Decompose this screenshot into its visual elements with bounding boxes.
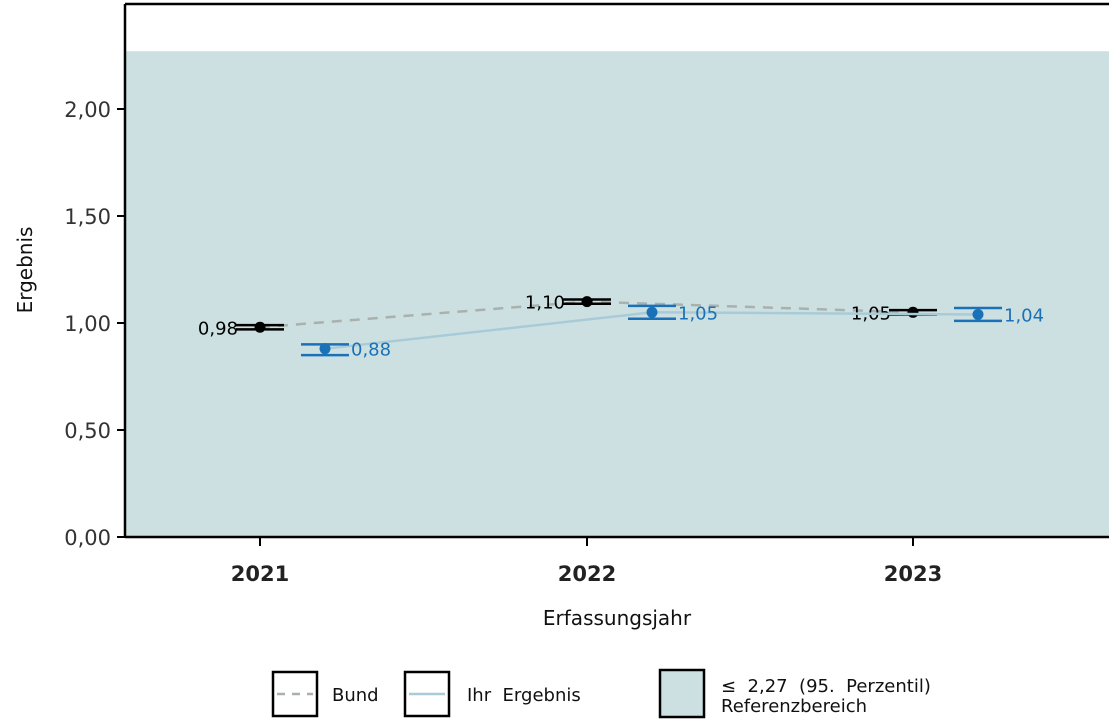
data-point <box>972 308 984 320</box>
series-layer: 0,98 1,10 1,050,88 1,05 1,04 <box>198 293 1044 361</box>
data-label: 0,88 <box>351 340 391 361</box>
y-tick-label: 0,50 <box>64 419 111 443</box>
x-tick-label: 2023 <box>884 562 942 586</box>
y-axis-ticks: 0,00 0,50 1,00 1,50 2,00 <box>64 98 125 550</box>
legend-label-ihr-ergebnis: Ihr Ergebnis <box>467 685 581 706</box>
data-point <box>319 343 331 355</box>
x-axis-title: Erfassungsjahr <box>543 606 692 630</box>
x-tick-label: 2022 <box>558 562 616 586</box>
y-tick-label: 0,00 <box>64 526 111 550</box>
legend: Bund Ihr Ergebnis ≤ 2,27 (95. Perzentil)… <box>271 668 931 719</box>
data-label: 1,04 <box>1004 305 1044 326</box>
legend-key-referenzbereich <box>658 668 706 719</box>
reference-band <box>125 51 1109 537</box>
series-bund: 0,98 1,10 1,05 <box>198 293 937 339</box>
legend-label-referenz-line2: Referenzbereich <box>721 696 867 717</box>
y-tick-label: 2,00 <box>64 98 111 122</box>
data-point <box>581 296 593 308</box>
legend-label-referenz-line1: ≤ 2,27 (95. Perzentil) <box>721 676 931 697</box>
x-axis-ticks: 2021 2022 2023 <box>231 537 942 586</box>
data-label: 1,05 <box>678 303 718 324</box>
data-point <box>254 321 266 333</box>
legend-label-bund: Bund <box>332 685 379 706</box>
data-point <box>646 306 658 318</box>
y-tick-label: 1,00 <box>64 312 111 336</box>
data-label: 1,10 <box>525 293 565 314</box>
data-point <box>907 306 919 318</box>
y-tick-label: 1,50 <box>64 205 111 229</box>
series-ihr-ergebnis: 0,88 1,05 1,04 <box>301 303 1044 361</box>
x-tick-label: 2021 <box>231 562 289 586</box>
y-axis-title: Ergebnis <box>13 227 37 314</box>
data-label: 0,98 <box>198 318 238 339</box>
